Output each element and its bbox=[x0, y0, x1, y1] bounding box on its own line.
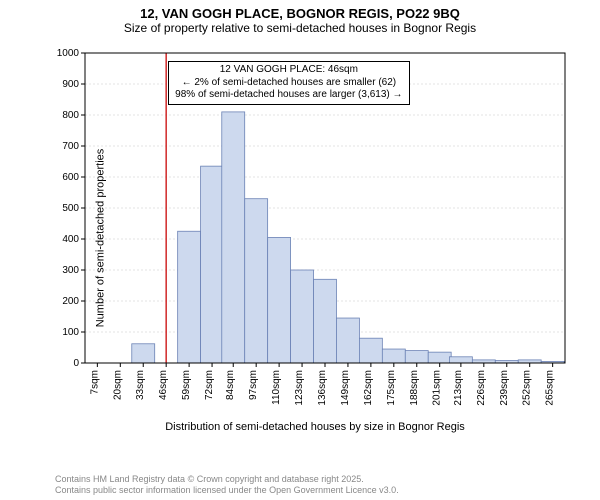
chart-title-line2: Size of property relative to semi-detach… bbox=[0, 21, 600, 35]
svg-text:201sqm: 201sqm bbox=[432, 370, 443, 406]
svg-text:200: 200 bbox=[62, 296, 79, 307]
svg-text:136sqm: 136sqm bbox=[317, 370, 328, 406]
svg-text:226sqm: 226sqm bbox=[476, 370, 487, 406]
svg-text:162sqm: 162sqm bbox=[363, 370, 374, 406]
svg-text:0: 0 bbox=[73, 358, 79, 369]
marker-caption-box: 12 VAN GOGH PLACE: 46sqm ← 2% of semi-de… bbox=[168, 61, 409, 105]
chart-title-line1: 12, VAN GOGH PLACE, BOGNOR REGIS, PO22 9… bbox=[0, 6, 600, 21]
svg-text:97sqm: 97sqm bbox=[248, 370, 259, 400]
svg-text:110sqm: 110sqm bbox=[271, 370, 282, 405]
caption-line1: 12 VAN GOGH PLACE: 46sqm bbox=[175, 64, 402, 77]
caption-line3: 98% of semi-detached houses are larger (… bbox=[175, 89, 402, 102]
svg-text:300: 300 bbox=[62, 265, 79, 276]
svg-text:188sqm: 188sqm bbox=[409, 370, 420, 406]
svg-text:59sqm: 59sqm bbox=[181, 370, 192, 400]
histogram-chart: 0 100 200 300 400 500 600 700 800 900 1000 7sqm 20sq… bbox=[55, 48, 575, 428]
svg-text:72sqm: 72sqm bbox=[204, 370, 215, 400]
svg-text:239sqm: 239sqm bbox=[499, 370, 510, 406]
chart-container: Number of semi-detached properties 0 100 2… bbox=[55, 48, 575, 428]
svg-text:149sqm: 149sqm bbox=[340, 370, 351, 406]
svg-text:84sqm: 84sqm bbox=[225, 370, 236, 400]
chart-title-block: 12, VAN GOGH PLACE, BOGNOR REGIS, PO22 9… bbox=[0, 0, 600, 35]
svg-text:175sqm: 175sqm bbox=[386, 370, 397, 406]
x-axis-label: Distribution of semi-detached houses by … bbox=[165, 421, 465, 433]
svg-text:1000: 1000 bbox=[57, 48, 80, 59]
svg-text:400: 400 bbox=[62, 234, 79, 245]
svg-text:20sqm: 20sqm bbox=[112, 370, 123, 400]
svg-text:900: 900 bbox=[62, 79, 79, 90]
svg-text:7sqm: 7sqm bbox=[89, 370, 100, 394]
svg-text:213sqm: 213sqm bbox=[453, 370, 464, 406]
svg-text:800: 800 bbox=[62, 110, 79, 121]
svg-text:123sqm: 123sqm bbox=[294, 370, 305, 406]
svg-text:100: 100 bbox=[62, 327, 79, 338]
svg-text:700: 700 bbox=[62, 141, 79, 152]
svg-text:500: 500 bbox=[62, 203, 79, 214]
svg-text:252sqm: 252sqm bbox=[522, 370, 533, 406]
svg-text:600: 600 bbox=[62, 172, 79, 183]
footer-line2: Contains public sector information licen… bbox=[55, 485, 399, 496]
svg-text:265sqm: 265sqm bbox=[545, 370, 556, 406]
footer-line1: Contains HM Land Registry data © Crown c… bbox=[55, 474, 399, 485]
svg-text:46sqm: 46sqm bbox=[158, 370, 169, 400]
y-axis-label: Number of semi-detached properties bbox=[94, 149, 106, 328]
caption-line2: ← 2% of semi-detached houses are smaller… bbox=[175, 77, 402, 90]
footer-attribution: Contains HM Land Registry data © Crown c… bbox=[55, 474, 399, 496]
svg-text:33sqm: 33sqm bbox=[135, 370, 146, 400]
